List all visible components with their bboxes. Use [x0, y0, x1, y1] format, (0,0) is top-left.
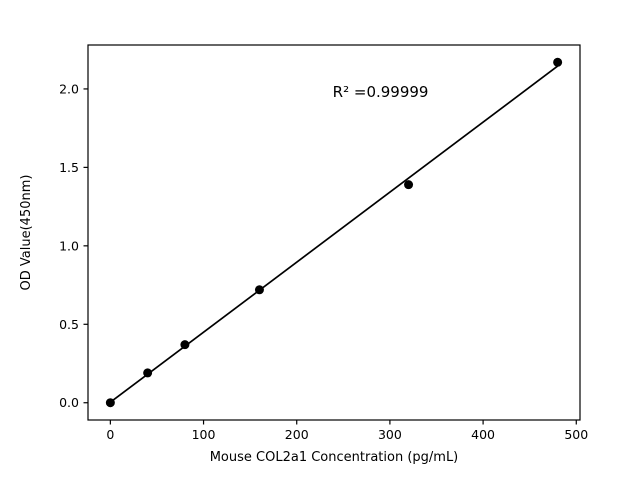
y-tick-label: 2.0: [59, 81, 79, 96]
data-point: [143, 368, 153, 378]
y-tick-label: 0.5: [59, 317, 79, 332]
y-tick-label: 0.0: [59, 395, 79, 410]
y-tick-label: 1.5: [59, 160, 79, 175]
x-tick-label: 500: [564, 427, 588, 442]
x-tick-label: 100: [192, 427, 216, 442]
x-tick-label: 300: [378, 427, 402, 442]
data-point: [254, 285, 264, 295]
y-axis-label: OD Value(450nm): [19, 175, 34, 291]
y-tick-label: 1.0: [59, 238, 79, 253]
data-point: [404, 180, 414, 190]
x-axis-label: Mouse COL2a1 Concentration (pg/mL): [210, 450, 459, 465]
x-tick-label: 0: [106, 427, 114, 442]
x-tick-label: 200: [285, 427, 309, 442]
r-squared-annotation: R² =0.99999: [333, 83, 429, 101]
data-point: [105, 398, 115, 408]
data-point: [180, 340, 190, 350]
plot-border: [87, 44, 581, 421]
data-point: [553, 57, 563, 67]
x-tick-label: 400: [471, 427, 495, 442]
